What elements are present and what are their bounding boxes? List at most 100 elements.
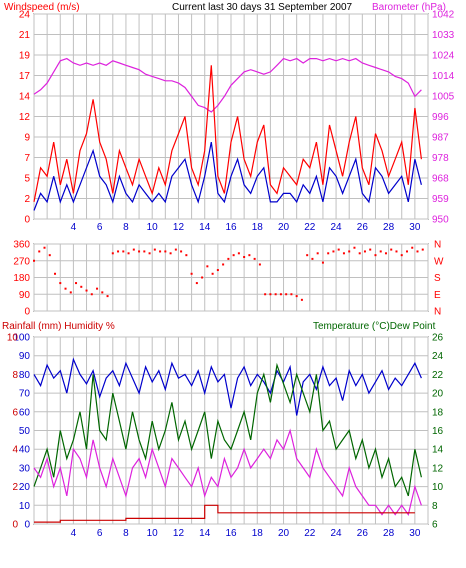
panel-2-direction-point [374,254,377,257]
panel-2-direction-point [59,282,62,285]
chart-panels: 0257912141719212495095996897898799610051… [7,10,455,540]
panel-1-ytick-left: 12 [19,112,31,123]
panel-3-xtick: 24 [331,528,343,539]
panel-3-ytick-right: 16 [432,426,444,437]
panel-2-direction-point [80,285,83,288]
panel-2-direction-point [279,293,282,296]
panel-1-xtick: 30 [409,222,421,233]
panel-2-direction-point [237,252,240,255]
panel-1-ytick-left: 17 [19,71,31,82]
panel-1-ytick-right: 996 [432,112,449,123]
panel-1-ytick-left: 24 [19,10,31,21]
panel-2-direction-point [332,250,335,253]
panel-3-ytick-right: 12 [432,463,444,474]
panel-2-ytick-left: 360 [13,240,30,251]
panel-3-series-temperature [33,362,422,497]
panel-1-xtick: 4 [71,222,77,233]
panel-2-direction-point [169,252,172,255]
panel-3-xtick: 6 [97,528,103,539]
panel-1-ytick-right: 987 [432,133,449,144]
panel-1-ytick-right: 1042 [432,10,455,21]
panel-2-direction-point [269,293,272,296]
panel-2-direction-point [421,248,424,251]
panel-2-compass-label: N [434,307,441,318]
panel-1-ytick-right: 950 [432,215,449,226]
panel-2-direction-point [101,291,104,294]
panel-3-ytick-left: 0 [24,520,30,531]
rainfall-humidity-axis-label: Rainfall (mm) Humidity % [2,321,115,332]
panel-2-compass-label: S [434,273,441,284]
panel-1-ytick-right: 1033 [432,30,455,41]
barometer-axis-label: Barometer (hPa) [372,2,446,13]
temperature-dewpoint-axis-label: Temperature (°C)Dew Point [313,321,436,332]
panel-3-ytick-right: 6 [432,520,438,531]
panel-1-xtick: 16 [225,222,237,233]
panel-2-direction-point [316,252,319,255]
panel-1-ytick-right: 1014 [432,71,455,82]
panel-2-direction-point [306,254,309,257]
panel-2-direction-point [274,293,277,296]
panel-1-ytick-left: 19 [19,51,31,62]
panel-2-direction-point [253,257,256,260]
panel-2-direction-point [164,250,167,253]
panel-3-rain-tick: 10 [7,333,19,344]
panel-1-xtick: 14 [199,222,211,233]
rainfall-label: Rainfall (mm) Humidity % [2,321,115,332]
panel-1-ytick-left: 14 [19,92,31,103]
panel-2-direction-point [337,248,340,251]
panel-3-ytick-right: 14 [432,445,444,456]
panel-3-ytick-right: 8 [432,501,438,512]
panel-3-ytick-right: 20 [432,389,444,400]
panel-3-rain-tick: 0 [12,520,18,531]
panel-3-xtick: 4 [71,528,77,539]
panel-3-series-dewpoint [33,428,422,517]
panel-3-ytick-left: 90 [19,351,31,362]
panel-2-direction-point [411,246,414,249]
panel-2-direction-point [232,254,235,257]
panel-3-ytick-left: 80 [19,370,31,381]
panel-2-ytick-left: 270 [13,256,30,267]
panel-2-direction-point [353,246,356,249]
panel-2-direction-point [290,293,293,296]
panel-2-direction-point [248,254,251,257]
panel-2-direction-point [405,250,408,253]
panel-2-direction-point [185,254,188,257]
panel-1-xtick: 18 [252,222,264,233]
panel-2-direction-point [390,248,393,251]
panel-2-direction-point [54,272,57,275]
panel-2-compass-label: N [434,240,441,251]
panel-1-xtick: 8 [123,222,129,233]
panel-2-ytick-left: 90 [19,290,31,301]
panel-1-ytick-left: 9 [24,133,30,144]
panel-2-direction-point [295,295,298,298]
panel-3-ytick-left: 40 [19,445,31,456]
panel-3-ytick-left: 10 [19,501,31,512]
panel-3-rain-tick: 6 [12,407,18,418]
panel-2-direction-point [96,287,99,290]
panel-3-ytick-left: 20 [19,482,31,493]
panel-1-ytick-left: 5 [24,174,30,185]
panel-1-ytick-left: 0 [24,215,30,226]
panel-3-ytick-left: 50 [19,426,31,437]
panel-2-direction-point [395,250,398,253]
panel-3-ytick-right: 24 [432,351,444,362]
panel-3-ytick-left: 100 [13,333,30,344]
panel-2-direction-point [38,250,41,253]
panel-2-direction-point [174,248,177,251]
panel-2-direction-point [132,248,135,251]
panel-2-direction-point [285,293,288,296]
panel-3-xtick: 26 [357,528,369,539]
panel-1-ytick-right: 978 [432,153,449,164]
panel-2-direction-point [400,254,403,257]
chart-title: Current last 30 days 31 September 2007 [172,2,353,13]
panel-2-direction-point [180,250,183,253]
panel-1-xtick: 22 [304,222,316,233]
panel-3-xtick: 18 [252,528,264,539]
panel-2-direction-point [243,256,246,259]
panel-1-xtick: 12 [173,222,185,233]
panel-3-rain-tick: 2 [12,482,18,493]
panel-2-direction-point [369,248,372,251]
panel-3-xtick: 12 [173,528,185,539]
